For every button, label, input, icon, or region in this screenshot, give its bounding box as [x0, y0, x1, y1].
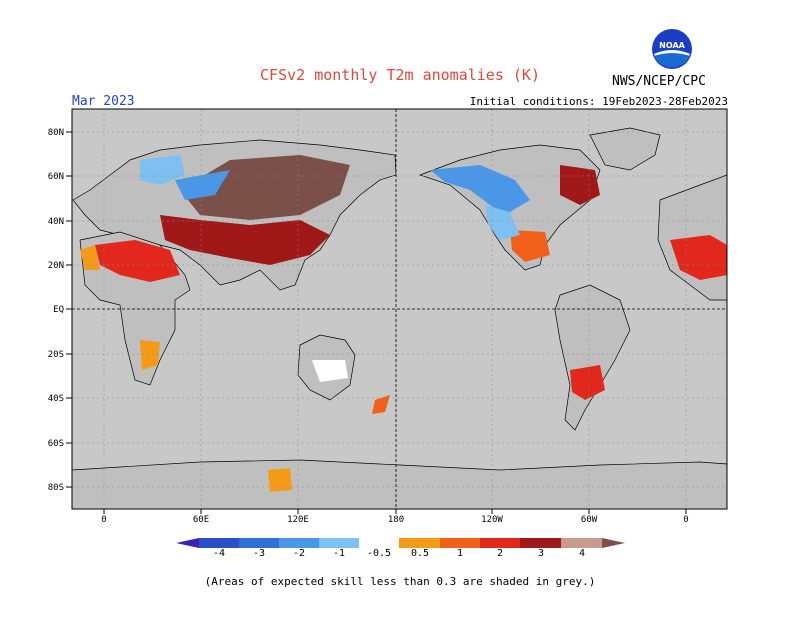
colorbar-swatch — [399, 538, 440, 548]
colorbar-swatch — [176, 538, 199, 548]
lon-label: 180 — [388, 515, 404, 525]
colorbar-swatch — [561, 538, 602, 548]
colorbar-swatch — [239, 538, 279, 548]
colorbar — [176, 538, 625, 548]
lon-label: 120E — [287, 515, 309, 525]
lat-label: 80N — [48, 128, 64, 138]
noaa-logo: NOAA — [652, 29, 692, 69]
colorbar-swatch — [480, 538, 520, 548]
colorbar-label: -0.5 — [367, 548, 391, 559]
lon-label: 0 — [683, 515, 688, 525]
colorbar-swatch — [520, 538, 561, 548]
colorbar-label: 0.5 — [411, 548, 429, 559]
noaa-logo-text: NOAA — [659, 41, 685, 50]
lon-label: 0 — [101, 515, 106, 525]
lat-label: 80S — [48, 483, 64, 493]
colorbar-swatch — [279, 538, 319, 548]
colorbar-label: -4 — [213, 548, 225, 559]
lon-label: 120W — [481, 515, 503, 525]
cold-anomaly-fills — [140, 155, 530, 240]
forecast-month: Mar 2023 — [72, 94, 135, 109]
colorbar-swatch — [319, 538, 359, 548]
lat-label: 20S — [48, 350, 64, 360]
colorbar-labels: -4 -3 -2 -1 -0.5 0.5 1 2 3 4 — [213, 548, 585, 559]
organization-label: NWS/NCEP/CPC — [612, 74, 706, 89]
anomaly-fills — [80, 155, 727, 492]
colorbar-label: -1 — [333, 548, 345, 559]
colorbar-label: -3 — [253, 548, 265, 559]
colorbar-label: 1 — [457, 548, 463, 559]
colorbar-label: 2 — [497, 548, 503, 559]
lat-label: 40S — [48, 394, 64, 404]
colorbar-swatch — [359, 538, 399, 548]
map-title: CFSv2 monthly T2m anomalies (K) — [260, 66, 540, 84]
skill-footnote: (Areas of expected skill less than 0.3 a… — [204, 575, 596, 588]
colorbar-swatch — [602, 538, 625, 548]
colorbar-swatch — [440, 538, 480, 548]
lat-label: EQ — [53, 305, 64, 315]
longitude-labels: 0 60E 120E 180 120W 60W 0 — [101, 515, 688, 525]
colorbar-label: 4 — [579, 548, 585, 559]
colorbar-label: -2 — [293, 548, 305, 559]
lat-label: 40N — [48, 217, 64, 227]
initial-conditions: Initial conditions: 19Feb2023-28Feb2023 — [469, 95, 728, 108]
colorbar-swatch — [199, 538, 239, 548]
lat-label: 20N — [48, 261, 64, 271]
colorbar-label: 3 — [538, 548, 544, 559]
lon-label: 60E — [193, 515, 209, 525]
latitude-labels: 80N 60N 40N 20N EQ 20S 40S 60S 80S — [48, 128, 64, 493]
lon-label: 60W — [581, 515, 598, 525]
lat-label: 60N — [48, 172, 64, 182]
lat-label: 60S — [48, 439, 64, 449]
